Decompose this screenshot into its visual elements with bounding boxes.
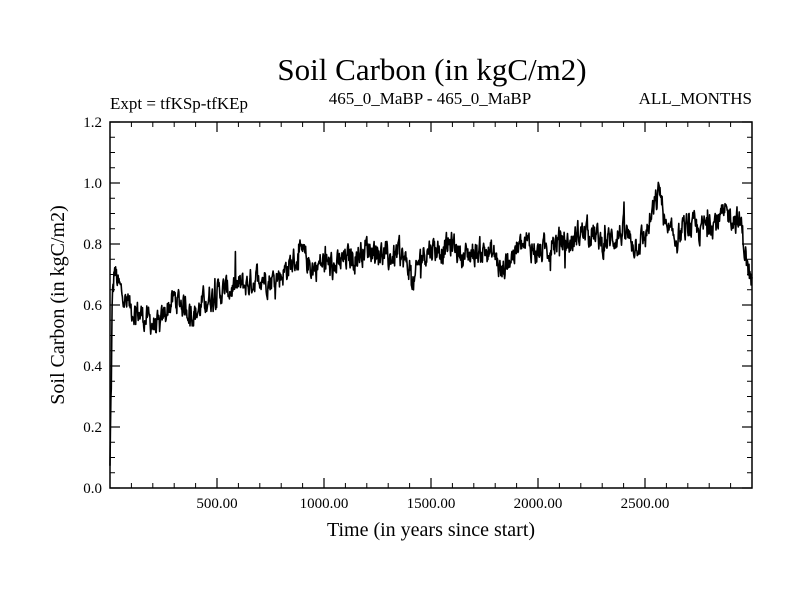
- y-axis-label: Soil Carbon (in kgC/m2): [47, 205, 69, 404]
- x-axis-label: Time (in years since start): [327, 519, 535, 541]
- x-tick-label: 500.00: [196, 496, 237, 512]
- y-tick-label: 1.0: [83, 176, 102, 192]
- y-tick-label: 0.0: [83, 481, 102, 497]
- months-label: ALL_MONTHS: [639, 89, 752, 108]
- x-tick-label: 2000.00: [514, 496, 563, 512]
- x-tick-label: 1500.00: [407, 496, 456, 512]
- chart-title: Soil Carbon (in kgC/m2): [277, 52, 586, 87]
- soil-carbon-series-line: [109, 181, 753, 466]
- x-tick-label: 1000.00: [300, 496, 349, 512]
- y-tick-label: 0.2: [83, 420, 102, 436]
- y-tick-label: 1.2: [83, 115, 102, 131]
- plot-frame: [109, 121, 753, 489]
- experiment-label: Expt = tfKSp-tfKEp: [110, 94, 248, 113]
- data-layer: [109, 181, 753, 466]
- y-tick-label: 0.6: [83, 298, 102, 314]
- y-tick-label: 0.8: [83, 237, 102, 253]
- period-label: 465_0_MaBP - 465_0_MaBP: [329, 89, 531, 108]
- y-tick-label: 0.4: [83, 359, 102, 375]
- x-tick-label: 2500.00: [621, 496, 670, 512]
- tick-layer: 0.0 0.2 0.4 0.6 0.8 1.0 1.2 500.00 1000.00 1500.0…: [83, 115, 752, 512]
